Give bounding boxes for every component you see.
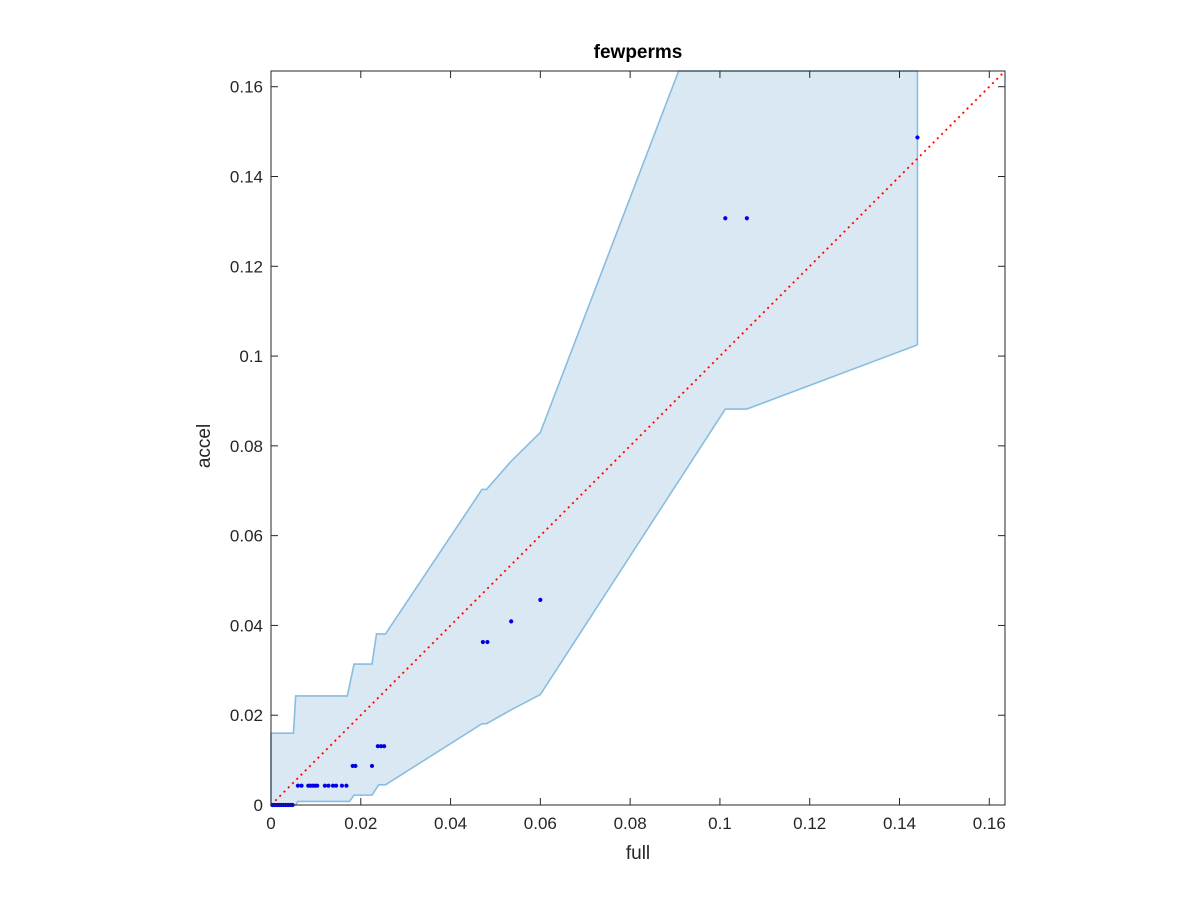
data-point — [369, 763, 375, 769]
data-point — [353, 763, 358, 769]
band-upper-edge — [271, 70, 918, 734]
band-fill — [271, 71, 918, 805]
x-tick-label: 0.16 — [973, 814, 1006, 833]
data-point — [538, 597, 543, 602]
y-tick-label: 0.04 — [230, 616, 263, 635]
data-point — [509, 619, 514, 624]
band-lower-edge — [271, 344, 918, 806]
data-point — [744, 216, 749, 221]
data-point — [723, 216, 728, 221]
data-point — [375, 744, 380, 749]
data-point — [339, 783, 345, 788]
y-tick-label: 0.08 — [230, 437, 263, 456]
plot-frame — [270, 70, 1006, 806]
y-tick-label: 0.1 — [239, 347, 263, 366]
data-point — [322, 783, 327, 788]
data-point — [344, 783, 349, 788]
data-point — [315, 783, 320, 788]
confidence-band — [270, 70, 919, 806]
x-tick-label: 0.08 — [614, 814, 647, 833]
x-axis-label: full — [626, 843, 650, 864]
chart-title: fewperms — [594, 42, 683, 63]
x-tick-label: 0.12 — [793, 814, 826, 833]
y-tick-label: 0.12 — [230, 257, 263, 276]
y-tick-label: 0.16 — [230, 78, 263, 97]
data-point — [326, 783, 331, 788]
y-tick-label: 0.14 — [230, 167, 263, 186]
data-point — [480, 639, 485, 645]
data-point — [382, 744, 387, 749]
data-point — [915, 135, 920, 140]
data-point — [330, 783, 336, 788]
x-tick-label: 0 — [266, 814, 275, 833]
x-tick-label: 0.06 — [524, 814, 557, 833]
x-tick-label: 0.02 — [344, 814, 377, 833]
x-tick-label: 0.04 — [434, 814, 467, 833]
axes: 00 0.02 0.02 0.04 0.04 0.06 0.06 0.08 0.08 0.1 0.1… — [230, 70, 1006, 833]
data-point — [333, 783, 339, 788]
x-tick-label: 0.14 — [883, 814, 916, 833]
y-tick-label: 0.02 — [230, 706, 263, 725]
diagonal-line — [270, 70, 1006, 806]
y-tick-label: 0 — [254, 796, 263, 815]
data-point — [299, 783, 304, 788]
x-tick-label: 0.1 — [708, 814, 732, 833]
data-point — [295, 783, 301, 788]
y-axis-label: accel — [194, 424, 215, 468]
data-point — [485, 639, 490, 645]
identity-line — [270, 70, 1006, 806]
y-tick-label: 0.06 — [230, 527, 263, 546]
data-point — [378, 744, 384, 749]
